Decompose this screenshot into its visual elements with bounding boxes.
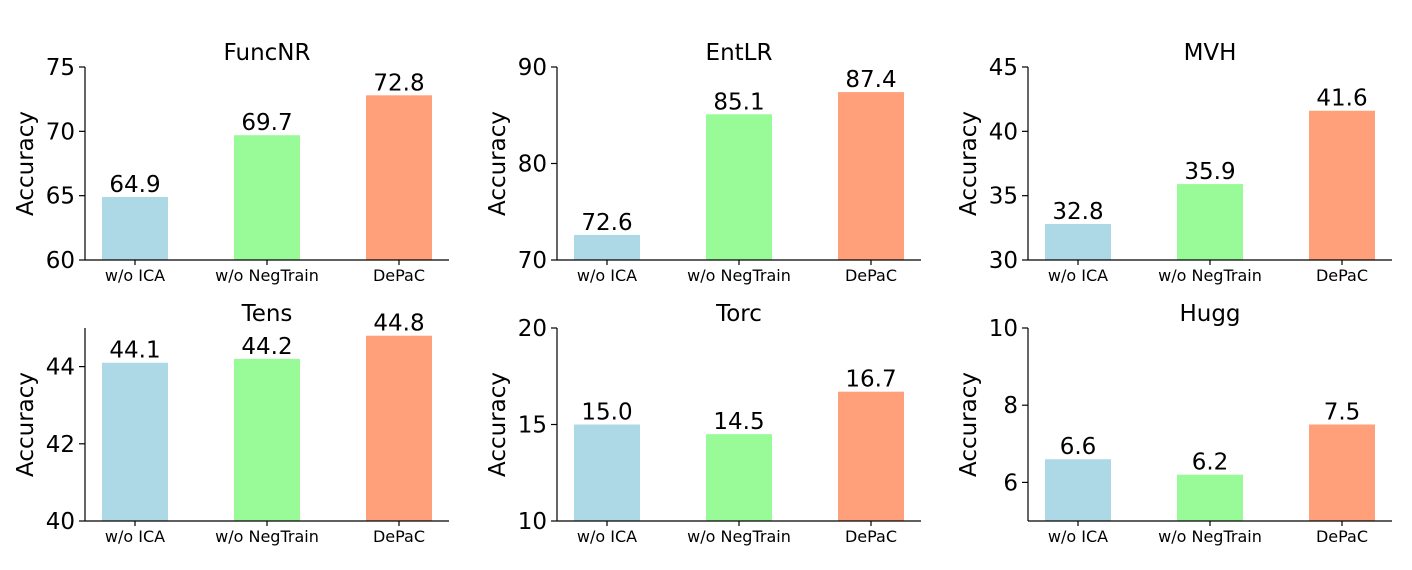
chart-torc-panel: 15.0 14.5 16.7 10 15 20 w/o ICA w/o NegTrain DeP… [485, 301, 921, 546]
chart-funcnr-value-label-3: 72.8 [373, 70, 424, 96]
chart-hugg-ylabel: Accuracy [956, 372, 982, 477]
chart-mvh-bar-3 [1309, 110, 1375, 260]
chart-torc-bar-3 [838, 391, 904, 521]
chart-entlr-title: EntLR [706, 40, 773, 66]
chart-mvh-bar-2 [1177, 184, 1243, 260]
chart-mvh-ytick-label-4: 45 [989, 55, 1018, 81]
chart-tens-ytick-label-2: 42 [46, 432, 75, 458]
chart-torc-bar-1 [574, 424, 640, 521]
chart-torc-xtick-label-3: DePaC [845, 527, 897, 546]
chart-funcnr-bar-3 [366, 95, 432, 260]
chart-mvh-ytick-label-3: 40 [989, 119, 1018, 145]
chart-tens-bar-3 [366, 335, 432, 521]
chart-tens-value-label-1: 44.1 [109, 338, 160, 364]
chart-mvh-xtick-label-2: w/o NegTrain [1158, 266, 1262, 285]
chart-tens-xtick-label-3: DePaC [373, 527, 425, 546]
chart-mvh-xtick-label-1: w/o ICA [1048, 266, 1108, 285]
chart-tens-xtick-label-1: w/o ICA [105, 527, 165, 546]
chart-mvh-ytick-label-2: 35 [989, 184, 1018, 210]
chart-entlr-bar-2 [706, 114, 772, 260]
chart-hugg-panel: 6.6 6.2 7.5 6 8 10 w/o ICA w/o NegTrain DePaC Hug… [956, 301, 1392, 546]
chart-mvh-ytick-label-1: 30 [989, 248, 1018, 274]
chart-entlr-value-label-2: 85.1 [713, 89, 764, 115]
chart-mvh-panel: 32.8 35.9 41.6 30 35 40 45 w/o ICA w/o NegTrain D… [956, 40, 1392, 285]
chart-funcnr-bar-1 [102, 196, 168, 260]
chart-funcnr-ytick-label-4: 75 [46, 55, 75, 81]
chart-tens-xtick-label-2: w/o NegTrain [215, 527, 319, 546]
chart-mvh-value-label-2: 35.9 [1184, 159, 1235, 185]
chart-mvh-bar-1 [1045, 223, 1111, 260]
chart-entlr-ytick-label-1: 70 [518, 248, 547, 274]
chart-entlr-ytick-label-3: 90 [518, 55, 547, 81]
chart-funcnr-title: FuncNR [224, 40, 311, 66]
chart-hugg-value-label-3: 7.5 [1324, 400, 1361, 426]
chart-funcnr-xtick-label-3: DePaC [373, 266, 425, 285]
chart-hugg-xtick-label-2: w/o NegTrain [1158, 527, 1262, 546]
chart-torc-value-label-2: 14.5 [713, 409, 764, 435]
chart-entlr-value-label-1: 72.6 [581, 210, 632, 236]
chart-funcnr-ytick-label-3: 70 [46, 119, 75, 145]
chart-funcnr-ytick-label-1: 60 [46, 248, 75, 274]
chart-tens-value-label-2: 44.2 [241, 334, 292, 360]
chart-tens-value-label-3: 44.8 [373, 311, 424, 337]
chart-hugg-value-label-2: 6.2 [1192, 450, 1229, 476]
chart-torc-xtick-label-1: w/o ICA [577, 527, 637, 546]
chart-entlr-xtick-label-1: w/o ICA [577, 266, 637, 285]
chart-mvh-value-label-3: 41.6 [1316, 86, 1367, 112]
chart-torc-xtick-label-2: w/o NegTrain [687, 527, 791, 546]
chart-hugg-bar-2 [1177, 474, 1243, 521]
chart-hugg-ytick-label-3: 10 [989, 316, 1018, 342]
chart-hugg-ytick-label-2: 8 [1003, 393, 1018, 419]
chart-entlr-value-label-3: 87.4 [845, 67, 896, 93]
chart-hugg-bar-3 [1309, 424, 1375, 521]
chart-funcnr-value-label-1: 64.9 [109, 172, 160, 198]
chart-tens-ylabel: Accuracy [13, 372, 39, 477]
chart-tens-panel: 44.1 44.2 44.8 40 42 44 w/o ICA w/o NegTrain DeP… [13, 301, 449, 546]
chart-hugg-value-label-1: 6.6 [1060, 434, 1097, 460]
chart-hugg-xtick-label-3: DePaC [1316, 527, 1368, 546]
chart-torc-ytick-label-2: 15 [518, 413, 547, 439]
chart-torc-value-label-3: 16.7 [845, 367, 896, 393]
chart-entlr-xtick-label-3: DePaC [845, 266, 897, 285]
chart-funcnr-ytick-label-2: 65 [46, 184, 75, 210]
chart-tens-bar-1 [102, 362, 168, 521]
chart-entlr-ylabel: Accuracy [485, 111, 511, 216]
chart-hugg-ytick-label-1: 6 [1003, 470, 1018, 496]
chart-funcnr-panel: 64.9 69.7 72.8 60 65 70 75 w/o ICA w/o NegTrain D… [13, 40, 449, 285]
chart-tens-bar-2 [234, 358, 300, 521]
chart-entlr-panel: 72.6 85.1 87.4 70 80 90 w/o ICA w/o NegTrain DeP… [485, 40, 921, 285]
chart-hugg-bar-1 [1045, 459, 1111, 521]
chart-funcnr-bar-2 [234, 135, 300, 260]
chart-torc-ytick-label-3: 20 [518, 316, 547, 342]
chart-funcnr-ylabel: Accuracy [13, 111, 39, 216]
chart-mvh-xtick-label-3: DePaC [1316, 266, 1368, 285]
chart-hugg-xtick-label-1: w/o ICA [1048, 527, 1108, 546]
chart-tens-ytick-label-1: 40 [46, 509, 75, 535]
chart-hugg-title: Hugg [1179, 301, 1240, 327]
chart-entlr-xtick-label-2: w/o NegTrain [687, 266, 791, 285]
chart-funcnr-value-label-2: 69.7 [241, 110, 292, 136]
chart-tens-title: Tens [241, 301, 293, 327]
chart-tens-ytick-label-3: 44 [46, 355, 75, 381]
chart-entlr-bar-3 [838, 92, 904, 260]
chart-mvh-title: MVH [1184, 40, 1237, 66]
chart-torc-ytick-label-1: 10 [518, 509, 547, 535]
chart-entlr-bar-1 [574, 234, 640, 260]
chart-torc-value-label-1: 15.0 [581, 400, 632, 426]
chart-entlr-ytick-label-2: 80 [518, 152, 547, 178]
chart-torc-ylabel: Accuracy [485, 372, 511, 477]
chart-mvh-ylabel: Accuracy [956, 111, 982, 216]
chart-funcnr-xtick-label-2: w/o NegTrain [215, 266, 319, 285]
chart-torc-bar-2 [706, 434, 772, 521]
chart-mvh-value-label-1: 32.8 [1052, 199, 1103, 225]
chart-torc-title: Torc [715, 301, 762, 327]
chart-funcnr-xtick-label-1: w/o ICA [105, 266, 165, 285]
